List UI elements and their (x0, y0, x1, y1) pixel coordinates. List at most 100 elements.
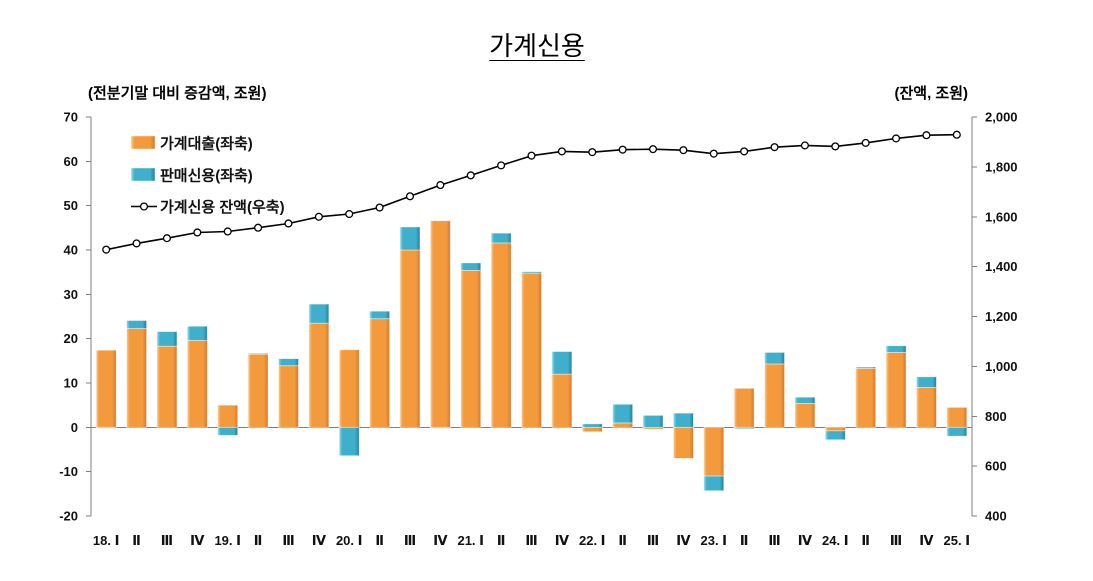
sales-credit-bar (885, 345, 907, 353)
sales-credit-bar (764, 352, 785, 365)
balance-point (952, 130, 961, 139)
x-tick-label: Ⅱ (375, 533, 384, 548)
balance-point (770, 143, 779, 152)
sales-credit-bar (946, 426, 968, 437)
balance-point (132, 239, 141, 248)
x-tick-label: Ⅱ (132, 533, 141, 548)
sales-credit-bar (581, 423, 603, 428)
household-loan-bar (217, 404, 239, 428)
chart-title: 가계신용 (489, 31, 585, 61)
sales-credit-bar (429, 426, 451, 429)
left-y-tick-label: -20 (59, 509, 78, 524)
sales-credit-bar (399, 226, 421, 251)
household-loan-bar (399, 249, 421, 428)
x-tick-label: Ⅲ (647, 533, 659, 548)
x-tick-label: Ⅲ (161, 533, 173, 548)
legend-swatch-household-loan (130, 135, 156, 150)
x-tick-label: Ⅲ (525, 533, 537, 548)
balance-point (861, 138, 870, 147)
balance-point (405, 192, 415, 201)
household-loan-bar (946, 406, 968, 428)
sales-credit-bar (703, 475, 725, 492)
balance-point (193, 228, 202, 237)
household-loan-bar (916, 387, 937, 428)
sales-credit-bar (521, 271, 542, 274)
household-loan-bar (824, 426, 846, 432)
sales-credit-bar (460, 262, 482, 271)
sales-credit-bar (672, 412, 694, 428)
right-y-tick-label: 2,000 (985, 110, 1018, 125)
household-loan-bar (308, 322, 330, 428)
balance-point (831, 142, 840, 151)
x-tick-label: 20. Ⅰ (336, 533, 363, 548)
x-tick-label: 19. Ⅰ (214, 533, 241, 548)
sales-credit-bar (733, 426, 755, 430)
sales-credit-bar (855, 366, 877, 369)
household-loan-bar (156, 345, 178, 428)
right-y-tick-label: 1,600 (985, 209, 1018, 224)
right-y-tick-label: 400 (985, 509, 1007, 524)
household-loan-bar (126, 328, 147, 428)
sales-credit-bar (156, 331, 178, 347)
household-loan-bar (490, 242, 512, 428)
balance-point (557, 147, 566, 156)
balance-point (648, 145, 658, 154)
right-y-tick-label: 800 (985, 409, 1007, 424)
x-tick-label: Ⅲ (404, 533, 416, 548)
legend-swatch-balance-marker (139, 202, 149, 211)
household-loan-bar (612, 422, 634, 428)
household-loan-bar (733, 387, 755, 428)
household-loan-bar (855, 367, 877, 428)
left-y-tick-label: 0 (71, 420, 78, 435)
right-y-tick-label: 1,400 (985, 259, 1018, 274)
balance-point (345, 209, 354, 219)
legend-label-balance: 가계신용 잔액(우축) (160, 198, 285, 216)
household-loan-bar (764, 363, 785, 428)
balance-point (162, 234, 171, 243)
sales-credit-bar (794, 396, 816, 404)
x-tick-label: Ⅳ (919, 533, 934, 548)
balance-point (223, 227, 232, 236)
x-tick-label: 18. Ⅰ (93, 533, 120, 548)
left-y-tick-label: 50 (64, 198, 78, 213)
left-y-tick-label: 70 (64, 110, 78, 125)
x-tick-label: Ⅱ (618, 533, 627, 548)
axes: 70 60 50 40 30 20 10 0 -10 -20 2,000 1,800 1,600 1,40… (59, 110, 1017, 549)
balance-point (314, 212, 323, 221)
x-tick-label: Ⅱ (254, 533, 263, 548)
x-tick-label: Ⅳ (555, 533, 570, 548)
balance-point (284, 219, 293, 228)
sales-credit-bar (642, 414, 664, 428)
household-loan-bar (186, 340, 208, 428)
balance-point (588, 148, 597, 157)
sales-credit-bar (824, 430, 846, 441)
balance-point (436, 181, 445, 190)
balance-point (102, 245, 111, 254)
left-y-tick-label: 20 (64, 331, 78, 346)
balance-point (375, 203, 384, 212)
balance-point (466, 171, 475, 180)
sales-credit-bar (126, 320, 147, 329)
household-loan-bar (460, 269, 482, 428)
sales-credit-bar (217, 426, 239, 436)
legend-label-household-loan: 가계대출(좌축) (160, 136, 253, 153)
x-tick-label: Ⅱ (861, 533, 870, 548)
household-loan-bar (369, 318, 391, 428)
balance-point (618, 145, 627, 154)
x-tick-label: Ⅳ (676, 533, 691, 548)
x-tick-label: Ⅳ (312, 533, 327, 548)
sales-credit-bar (278, 358, 299, 367)
legend: 가계대출(좌축) 판매신용(좌축) 가계신용 잔액(우축) (130, 135, 285, 216)
balance-point (922, 131, 931, 140)
x-tick-label: 25. Ⅰ (944, 533, 971, 548)
household-loan-bar (95, 349, 117, 428)
household-loan-bar (278, 365, 299, 428)
balance-point (254, 223, 263, 232)
household-loan-bar (338, 349, 360, 428)
x-tick-label: Ⅱ (497, 533, 506, 548)
household-loan-bar (521, 272, 542, 428)
household-loan-bar (672, 426, 694, 459)
sales-credit-bar (551, 351, 573, 375)
